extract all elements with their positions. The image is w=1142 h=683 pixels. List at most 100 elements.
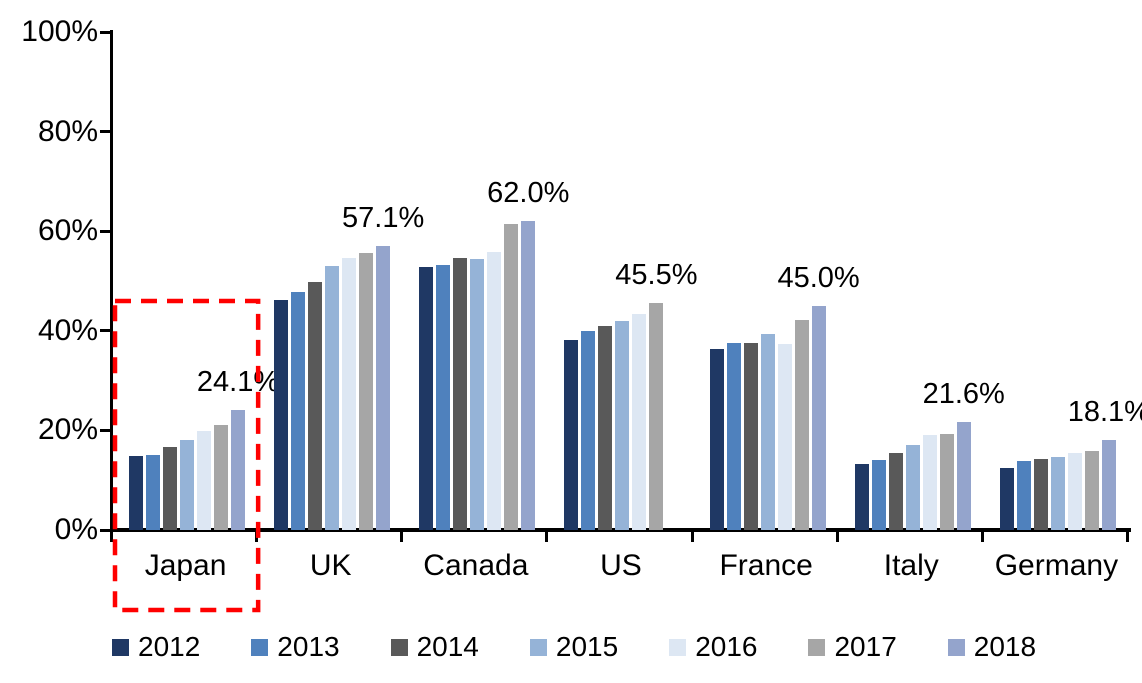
bar-row-us	[564, 303, 680, 530]
bar-germany-2014	[1033, 458, 1048, 530]
bar-france-2012	[709, 348, 724, 530]
bar-uk-2012	[274, 299, 289, 530]
legend-label-2014: 2014	[416, 631, 479, 662]
category-label-us: US	[600, 549, 642, 582]
legend-swatch-2014	[390, 638, 408, 656]
data-label-uk: 57.1%	[342, 201, 425, 234]
legend-item-2018: 2018	[947, 631, 1036, 663]
bar-us-2013	[581, 330, 596, 530]
y-axis-tick-label: 60%	[37, 214, 98, 248]
y-axis-tick-label: 20%	[37, 413, 98, 447]
bar-uk-2014	[308, 282, 323, 530]
legend-swatch-2017	[808, 638, 826, 656]
x-axis-tick	[110, 530, 113, 542]
x-axis-tick	[980, 530, 984, 542]
category-label-italy: Italy	[883, 549, 939, 582]
bar-us-2015	[615, 320, 630, 530]
bar-japan-2013	[146, 455, 160, 530]
x-axis-tick	[545, 530, 549, 542]
legend-swatch-2018	[947, 638, 965, 656]
bar-italy-2018	[956, 422, 971, 530]
bar-us-2017	[649, 303, 664, 530]
bar-canada-2012	[419, 267, 434, 530]
y-axis-tick-label: 80%	[37, 114, 98, 148]
y-axis-tick	[100, 528, 111, 532]
bar-france-2014	[743, 342, 758, 530]
legend-item-2017: 2017	[808, 631, 897, 663]
bar-uk-2017	[359, 253, 374, 530]
bar-france-2016	[777, 343, 792, 530]
x-axis-line	[110, 528, 1131, 532]
bar-japan-2014	[163, 447, 177, 530]
bar-germany-2013	[1016, 460, 1031, 530]
legend-item-2014: 2014	[390, 631, 479, 663]
data-label-us: 45.5%	[615, 259, 698, 292]
x-axis-tick	[835, 530, 839, 542]
category-label-germany: Germany	[994, 549, 1119, 582]
y-axis-tick	[100, 229, 111, 233]
y-axis-tick-label: 100%	[21, 15, 98, 48]
data-label-germany: 18.1%	[1067, 395, 1142, 428]
bar-uk-2015	[325, 266, 340, 530]
bar-row-uk	[274, 245, 391, 530]
category-label-france: France	[719, 549, 813, 582]
y-axis-tick-label: 0%	[54, 513, 98, 546]
legend-label-2015: 2015	[555, 631, 619, 662]
legend-label-2013: 2013	[277, 631, 340, 662]
legend-item-2015: 2015	[529, 631, 619, 663]
bar-group-france	[694, 32, 839, 530]
bar-japan-2015	[180, 440, 194, 530]
legend-label-2016: 2016	[695, 631, 758, 662]
bar-us-2014	[598, 326, 613, 530]
y-axis-tick	[100, 130, 111, 134]
bar-row-canada	[419, 221, 536, 530]
bar-germany-2012	[999, 467, 1014, 530]
legend-label-2017: 2017	[834, 631, 897, 662]
bar-canada-2014	[453, 257, 468, 530]
legend-swatch-2012	[112, 638, 129, 656]
x-axis-tick	[690, 530, 694, 542]
bar-italy-2012	[854, 463, 869, 530]
bar-japan-2016	[197, 430, 211, 530]
bar-group-germany	[984, 32, 1129, 530]
legend-swatch-2015	[529, 638, 547, 656]
bar-row-italy	[854, 422, 971, 530]
bar-row-japan	[129, 409, 245, 530]
bar-japan-2017	[214, 424, 228, 530]
bar-row-germany	[999, 439, 1116, 530]
y-axis-tick	[100, 30, 111, 34]
bar-group-us	[548, 32, 693, 530]
bar-canada-2013	[436, 265, 451, 530]
legend: 2012 2013 2014 2015 2016 2017 2018	[112, 631, 1036, 663]
bar-group-japan	[113, 32, 258, 530]
bar-group-uk	[258, 32, 403, 530]
y-axis-tick	[100, 329, 111, 333]
bar-italy-2015	[905, 445, 920, 530]
legend-item-2016: 2016	[669, 631, 757, 663]
legend-swatch-2016	[669, 638, 687, 656]
legend-item-2012: 2012	[112, 631, 200, 663]
bar-germany-2018	[1101, 439, 1116, 530]
legend-label-2012: 2012	[138, 631, 201, 662]
bar-germany-2017	[1084, 450, 1099, 530]
bar-uk-2013	[291, 292, 306, 530]
bar-france-2015	[760, 334, 775, 530]
y-axis-tick-label: 40%	[37, 313, 98, 347]
category-label-uk: UK	[309, 549, 352, 582]
x-axis-tick	[1126, 530, 1129, 542]
bar-italy-2017	[939, 433, 954, 530]
bar-germany-2016	[1067, 453, 1082, 530]
bar-canada-2017	[504, 224, 519, 530]
bar-group-canada	[403, 32, 548, 530]
bar-us-2016	[632, 313, 647, 530]
y-axis-tick	[100, 428, 111, 432]
bar-france-2013	[726, 342, 741, 530]
legend-swatch-2013	[251, 638, 269, 656]
bar-uk-2018	[376, 245, 391, 530]
legend-item-2013: 2013	[251, 631, 340, 663]
x-axis-tick	[400, 530, 404, 542]
bar-france-2018	[811, 305, 826, 530]
bar-canada-2018	[521, 221, 536, 530]
x-axis-tick	[255, 530, 259, 542]
